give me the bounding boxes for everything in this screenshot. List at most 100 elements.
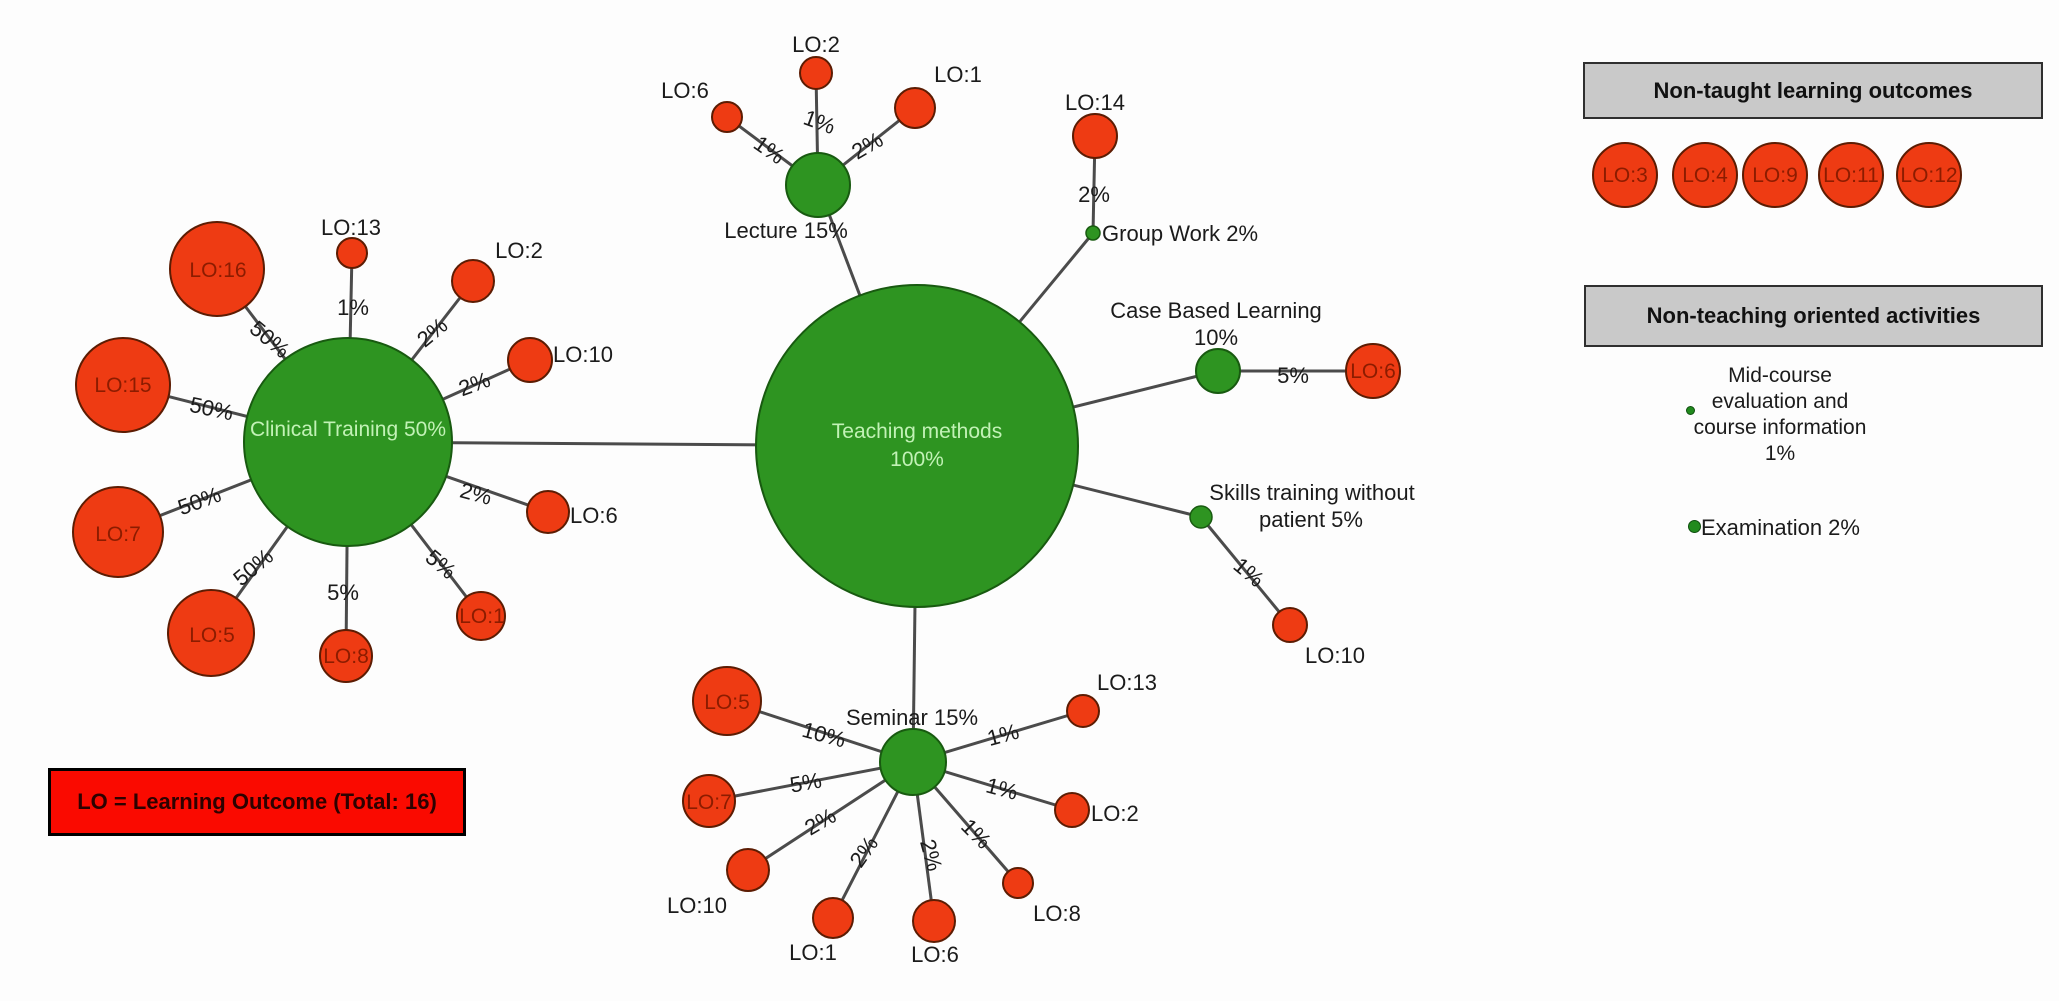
examination-label: Examination 2% [1701,515,1860,540]
node-clinical-lo7 [72,486,164,578]
label-group-work-2: Group Work 2% [1102,221,1258,246]
label-teaching-methods: Teaching methods [832,420,1002,443]
node-seminar-lo1 [812,897,854,939]
node-lecture-lo1 [894,87,936,129]
label-lo-5: LO:5 [704,691,750,714]
node-clinical-lo16 [169,221,265,317]
mid-course-evaluation-label: Mid-course evaluation and course informa… [1693,364,1867,465]
label-2: 2% [844,832,883,872]
node-teaching-methods [755,284,1079,608]
label-lo-4: LO:4 [1682,164,1728,187]
node-clinical-lo8 [319,629,373,683]
label-lo-7: LO:7 [95,523,141,546]
node-seminar-lo6 [912,899,956,943]
label-lo-16: LO:16 [189,259,246,282]
label-seminar-15: Seminar 15% [846,705,978,730]
label-lo-1: LO:1 [789,940,837,965]
legend-title-non-teaching: Non-teaching oriented activities [1646,303,1981,328]
label-5: 5% [1277,363,1309,388]
lo-abbreviation-note: LO = Learning Outcome (Total: 16) [48,768,466,836]
node-seminar-lo2 [1054,792,1090,828]
node-seminar-lo7 [682,774,736,828]
node-clinical-lo13 [336,237,368,269]
label-lo-10: LO:10 [553,342,613,367]
label-50: 50% [245,316,295,363]
node-seminar [879,728,947,796]
node-legend-lo12 [1896,142,1962,208]
label-10: 10% [1194,325,1238,350]
edge-skills-training-skills-lo10 [1199,516,1292,626]
node-legend-lo4 [1672,142,1738,208]
label-10: 10% [799,717,848,753]
legend-title-non-taught: Non-taught learning outcomes [1653,77,1973,103]
label-clinical-training-50: Clinical Training 50% [250,418,446,441]
label-lo-6: LO:6 [661,78,709,103]
label-5: 5% [327,580,359,605]
label-5: 5% [788,768,824,798]
label-lo-6: LO:6 [911,942,959,967]
label-100: 100% [890,448,944,471]
node-seminar-lo10 [726,848,770,892]
legend-header-non-teaching: Non-teaching oriented activities [1584,285,2043,347]
label-5: 5% [421,544,461,584]
node-legend-lo9 [1742,142,1808,208]
label-lo-13: LO:13 [1097,670,1157,695]
node-skills-lo10 [1272,607,1308,643]
label-50: 50% [174,482,224,521]
label-lo-2: LO:2 [792,32,840,57]
label-lo-10: LO:10 [667,893,727,918]
label-lo-1: LO:1 [934,62,982,87]
label-lo-15: LO:15 [94,374,151,397]
label-2: 2% [800,803,840,841]
label-lo-8: LO:8 [323,645,369,668]
label-2: 2% [915,836,947,873]
label-lo-8: LO:8 [1033,901,1081,926]
node-clinical-training [243,337,453,547]
node-lecture [785,152,851,218]
node-lecture-lo6 [711,101,743,133]
legend-header-non-taught: Non-taught learning outcomes [1583,62,2043,119]
label-2: 2% [412,312,452,352]
label-1: 1% [800,105,838,139]
label-lo-10: LO:10 [1305,643,1365,668]
label-lo-11: LO:11 [1823,164,1879,187]
node-skills-training [1189,505,1213,529]
label-lo-14: LO:14 [1065,90,1125,115]
node-seminar-lo8 [1002,867,1034,899]
node-clinical-lo15 [75,337,171,433]
label-case-based-learning: Case Based Learning [1110,298,1322,323]
edge-seminar-seminar-lo7 [708,760,914,803]
label-lo-2: LO:2 [495,238,543,263]
node-group-work [1085,225,1101,241]
label-50: 50% [187,392,235,426]
node-case-lo6 [1345,343,1401,399]
lo-abbreviation-note-text: LO = Learning Outcome (Total: 16) [77,789,437,814]
label-1: 1% [337,295,369,320]
label-1: 1% [984,719,1021,751]
node-group-lo14 [1072,113,1118,159]
label-lo-5: LO:5 [189,624,235,647]
node-seminar-lo5 [692,666,762,736]
label-2: 2% [1078,182,1110,207]
label-lo-6: LO:6 [1350,360,1396,383]
label-lo-2: LO:2 [1091,801,1139,826]
node-seminar-lo13 [1066,694,1100,728]
label-2: 2% [455,367,493,401]
node-clinical-lo1 [456,591,506,641]
node-clinical-lo10 [507,337,553,383]
node-case-based-learning [1195,348,1241,394]
node-clinical-lo6 [526,490,570,534]
label-lo-12: LO:12 [1900,164,1957,187]
label-1: 1% [983,773,1020,805]
node-legend-lo11 [1818,142,1884,208]
node-clinical-lo2 [451,259,495,303]
label-patient-5: patient 5% [1259,507,1363,532]
label-lo-6: LO:6 [570,503,618,528]
mid-course-dot-icon [1686,406,1695,415]
label-lo-13: LO:13 [321,215,381,240]
label-lo-9: LO:9 [1752,164,1798,187]
node-lecture-lo2 [799,56,833,90]
examination-dot-icon [1688,520,1701,533]
